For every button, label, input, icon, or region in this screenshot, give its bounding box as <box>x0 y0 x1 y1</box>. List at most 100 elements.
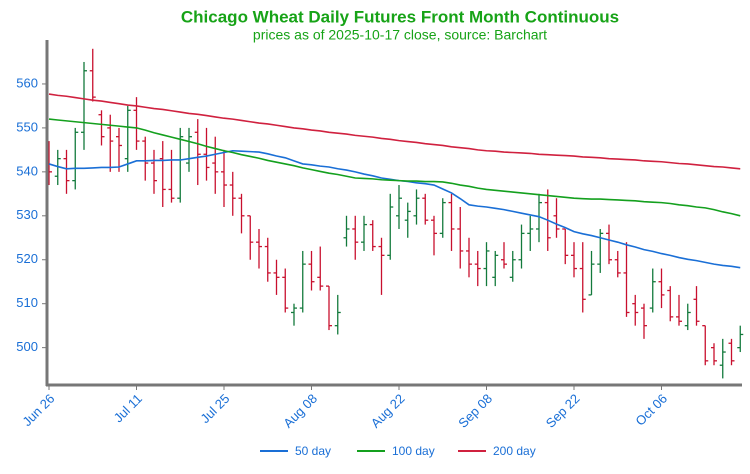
ohlc-bar <box>317 246 324 291</box>
ohlc-bar <box>282 268 289 313</box>
ohlc-bar <box>658 268 665 309</box>
legend-label: 50 day <box>295 444 331 458</box>
ohlc-bar <box>291 303 297 326</box>
ohlc-bar <box>142 136 149 181</box>
ohlc-bar <box>98 110 105 146</box>
ohlc-bar <box>378 237 385 295</box>
y-tick-label: 550 <box>16 119 38 134</box>
ohlc-bar <box>527 215 534 251</box>
ohlc-bar <box>474 250 481 287</box>
ohlc-bar <box>466 237 472 278</box>
ohlc-bar <box>413 189 420 225</box>
ohlc-bar <box>431 215 437 256</box>
y-tick-label: 530 <box>16 207 38 222</box>
ohlc-bar <box>361 215 367 251</box>
ohlc-bar <box>649 268 656 313</box>
ohlc-bar <box>641 303 647 339</box>
x-tick-label: Jun 26 <box>19 391 57 429</box>
ohlc-bar <box>369 220 376 251</box>
y-tick-label: 500 <box>16 339 38 354</box>
ohlc-bar <box>247 215 254 260</box>
ohlc-bar <box>632 294 639 326</box>
legend-label: 200 day <box>493 444 536 458</box>
ohlc-bar <box>684 303 691 331</box>
ohlc-bar <box>264 237 271 282</box>
ohlc-bar <box>107 114 114 172</box>
ohlc-bar <box>177 127 184 203</box>
ohlc-bar <box>124 105 131 172</box>
x-tick-label: Sep 22 <box>543 391 583 431</box>
y-tick-label: 560 <box>16 75 38 90</box>
ohlc-bar <box>501 242 507 269</box>
ohlc-bar <box>387 193 394 260</box>
ohlc-bar <box>334 294 341 335</box>
ohlc-bar <box>571 242 577 278</box>
ohlc-bar <box>89 48 96 102</box>
ohlc-bar <box>116 127 122 172</box>
ohlc-bar <box>404 202 411 238</box>
x-tick-label: Sep 08 <box>455 391 495 431</box>
y-tick-label: 540 <box>16 163 38 178</box>
ohlc-bar <box>63 149 70 194</box>
ohlc-bar <box>221 149 227 208</box>
ohlc-bar <box>676 294 682 326</box>
ohlc-bar <box>229 171 236 216</box>
ohlc-bar <box>606 224 612 265</box>
y-tick-label: 510 <box>16 295 38 310</box>
ohlc-bar <box>72 127 79 190</box>
ohlc-bar <box>203 127 210 181</box>
ohlc-bar <box>597 228 604 273</box>
chart-title: Chicago Wheat Daily Futures Front Month … <box>181 7 619 26</box>
ohlc-bar <box>492 250 499 287</box>
ohlc-bar <box>483 242 490 287</box>
ohlc-bar <box>299 250 306 313</box>
ohlc-bar <box>159 141 166 208</box>
ohlc-bar <box>326 285 332 331</box>
ohlc-bar <box>728 338 735 366</box>
x-tick-label: Jul 11 <box>111 391 145 425</box>
x-tick-label: Jul 25 <box>197 391 232 426</box>
ohlc-bar <box>553 198 560 238</box>
ohlc-bar <box>536 193 542 243</box>
ohlc-bar <box>614 250 621 278</box>
ohlc-bar <box>422 193 429 225</box>
ohlc-bar <box>737 325 744 353</box>
ohlc-bar <box>448 193 455 251</box>
ohlc-bar <box>711 343 717 366</box>
ohlc-bar <box>186 127 192 172</box>
ohlc-bar <box>457 207 464 269</box>
chart-subtitle: prices as of 2025-10-17 close, source: B… <box>253 27 547 43</box>
ohlc-bar <box>702 325 709 366</box>
moving-average-line <box>48 118 741 217</box>
ohlc-bar <box>693 286 700 326</box>
ohlc-bar <box>588 250 595 296</box>
moving-average-line <box>48 149 741 269</box>
ohlc-bar <box>54 149 61 186</box>
x-tick-label: Aug 08 <box>280 391 320 431</box>
ohlc-bar <box>343 215 350 247</box>
ohlc-bar <box>579 242 586 313</box>
ohlc-bar <box>667 286 674 322</box>
ohlc-bar <box>623 242 630 317</box>
ohlc-bar <box>238 193 245 234</box>
legend-label: 100 day <box>392 444 435 458</box>
x-tick-label: Aug 22 <box>368 391 408 431</box>
x-tick-label: Oct 06 <box>632 391 670 429</box>
ohlc-bar <box>352 215 359 260</box>
ohlc-bar <box>151 149 157 194</box>
ohlc-bar <box>168 149 175 203</box>
ohlc-bar <box>439 198 446 238</box>
ohlc-bar <box>194 119 201 186</box>
moving-average-line <box>48 93 741 170</box>
ohlc-bar <box>719 338 726 379</box>
ohlc-bar <box>212 136 219 194</box>
ohlc-bar <box>562 228 569 265</box>
ohlc-bar <box>396 185 402 229</box>
ohlc-bar <box>308 250 315 291</box>
ohlc-bar <box>518 224 525 269</box>
ohlc-bar <box>81 61 87 150</box>
ohlc-bar <box>256 228 262 269</box>
ohlc-bar <box>509 250 516 282</box>
y-tick-label: 520 <box>16 251 38 266</box>
